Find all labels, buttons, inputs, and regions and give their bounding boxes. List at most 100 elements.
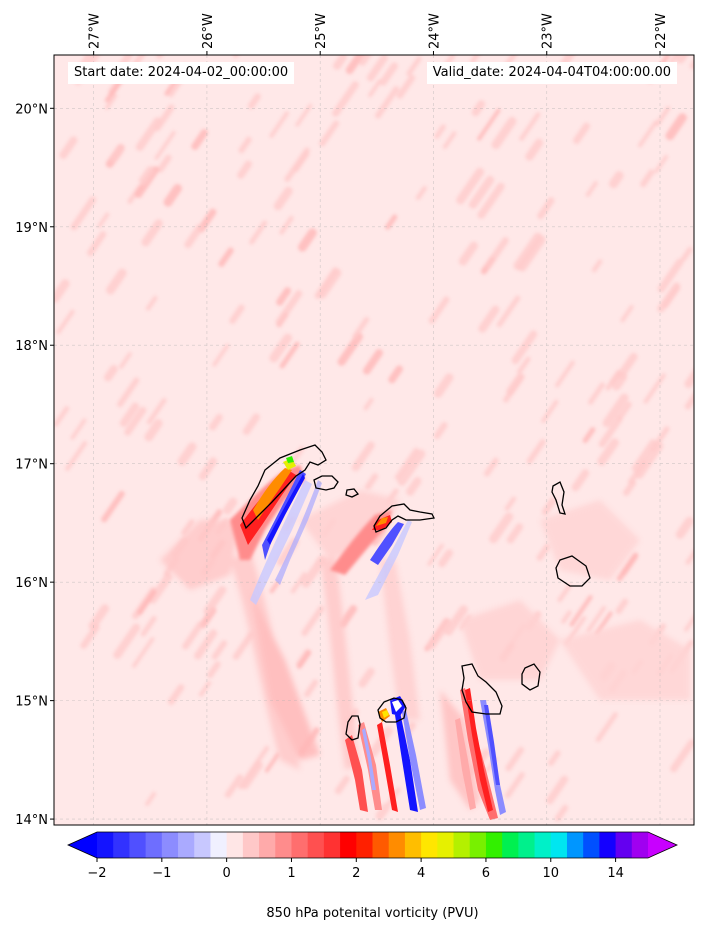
vorticity-streak (109, 145, 124, 163)
vorticity-streak (256, 745, 270, 763)
colorbar-tick-label: 0 (223, 866, 231, 881)
colorbar-tick-label: −2 (87, 866, 106, 881)
vorticity-streak (519, 112, 541, 141)
vorticity-streak (237, 160, 252, 179)
vorticity-streak (470, 55, 481, 64)
vorticity-streak (582, 427, 596, 444)
vorticity-streak (269, 580, 280, 594)
valid-date-label: Valid_date: 2024-04-04T04:00:00.00 (426, 62, 677, 84)
vorticity-streak (301, 555, 327, 588)
lon-label: 24°W (427, 13, 442, 49)
vorticity-streak (366, 55, 388, 82)
vorticity-streak (264, 752, 280, 773)
vorticity-streak (491, 116, 517, 150)
vorticity-streak (609, 171, 624, 189)
vorticity-streak (101, 490, 125, 523)
vorticity-streak (541, 497, 557, 516)
vorticity-streak (676, 55, 689, 64)
vorticity-streak (241, 761, 263, 790)
vorticity-streak (238, 136, 252, 154)
vorticity-streak (496, 295, 521, 328)
vorticity-patches (160, 490, 690, 810)
vorticity-streak (167, 684, 185, 705)
vorticity-streak (289, 446, 305, 466)
vorticity-streak (54, 406, 70, 427)
colorbar-swatch (599, 832, 617, 858)
colorbar-swatch (372, 832, 390, 858)
vorticity-streak (163, 184, 182, 207)
vorticity-streak (526, 439, 546, 464)
vorticity-streak (203, 585, 227, 616)
colorbar-tick-label: 10 (542, 866, 559, 881)
vorticity-field (54, 55, 694, 822)
vorticity-streak (269, 111, 290, 138)
vorticity-streak (70, 418, 87, 440)
vorticity-streak (247, 93, 261, 110)
colorbar-swatch (453, 832, 471, 858)
colorbar-swatch (566, 832, 584, 858)
vorticity-streak (137, 589, 157, 616)
vorticity-streak (333, 55, 347, 70)
vorticity-streak (249, 220, 268, 245)
gridlines (54, 55, 694, 825)
colorbar-swatch (388, 832, 406, 858)
lat-label: 20°N (15, 102, 48, 117)
vorticity-streak (655, 106, 671, 127)
vorticity-streak (669, 55, 680, 64)
vorticity-streak (536, 543, 551, 561)
colorbar-swatch (518, 832, 536, 858)
latitude-axis: 20°N 19°N 18°N 17°N 16°N 15°N 14°N (15, 102, 54, 828)
colorbar-under-arrow (68, 832, 97, 858)
colorbar-swatch (356, 832, 373, 858)
vorticity-streak (135, 117, 162, 151)
vorticity-streak (654, 154, 669, 174)
vorticity-streak (242, 413, 260, 435)
colorbar-swatch (129, 832, 147, 858)
colorbar-swatch (485, 832, 503, 858)
vorticity-streak (594, 611, 613, 636)
vorticity-streak (557, 583, 572, 603)
vorticity-streak (635, 442, 664, 479)
vorticity-streak (396, 74, 416, 99)
vorticity-streak (337, 332, 363, 366)
vorticity-streak (229, 304, 245, 324)
colorbar-tick-label: 2 (352, 866, 360, 881)
lat-label: 16°N (15, 576, 48, 591)
colorbar-swatch (178, 832, 195, 858)
vorticity-streak (197, 208, 217, 233)
vorticity-streak (269, 333, 293, 363)
vorticity-streak (598, 415, 623, 448)
vorticity-streak (477, 182, 505, 219)
colorbar-swatch (210, 832, 228, 858)
vorticity-streak (548, 750, 561, 766)
vorticity-streak (212, 343, 230, 367)
vorticity-streak (504, 771, 525, 799)
vorticity-streak (546, 775, 569, 805)
vorticity-streak (345, 55, 365, 75)
vorticity-streak (504, 496, 517, 511)
vorticity-streak (275, 290, 303, 326)
colorbar-swatch (113, 832, 130, 858)
vorticity-streak (222, 497, 238, 515)
vorticity-streak (427, 543, 444, 566)
colorbar-swatch (502, 832, 519, 858)
coastlines (241, 444, 591, 741)
lon-label: 23°W (541, 13, 556, 49)
vorticity-streak (428, 296, 450, 324)
vorticity-streak (388, 365, 403, 384)
vorticity-streak (104, 93, 118, 110)
vorticity-streak (295, 103, 313, 127)
colorbar-swatch (437, 832, 455, 858)
vorticity-streak (516, 356, 531, 375)
vorticity-streak (207, 661, 221, 679)
vorticity-streak (359, 55, 372, 66)
island-santa-luzia (345, 488, 360, 498)
vorticity-streak (113, 623, 141, 659)
vorticity-streak (332, 81, 359, 117)
vorticity-streak (104, 364, 118, 382)
vorticity-streak (279, 341, 300, 369)
vorticity-streak (352, 316, 370, 340)
vorticity-streak (489, 512, 514, 544)
vorticity-streak (612, 372, 628, 391)
